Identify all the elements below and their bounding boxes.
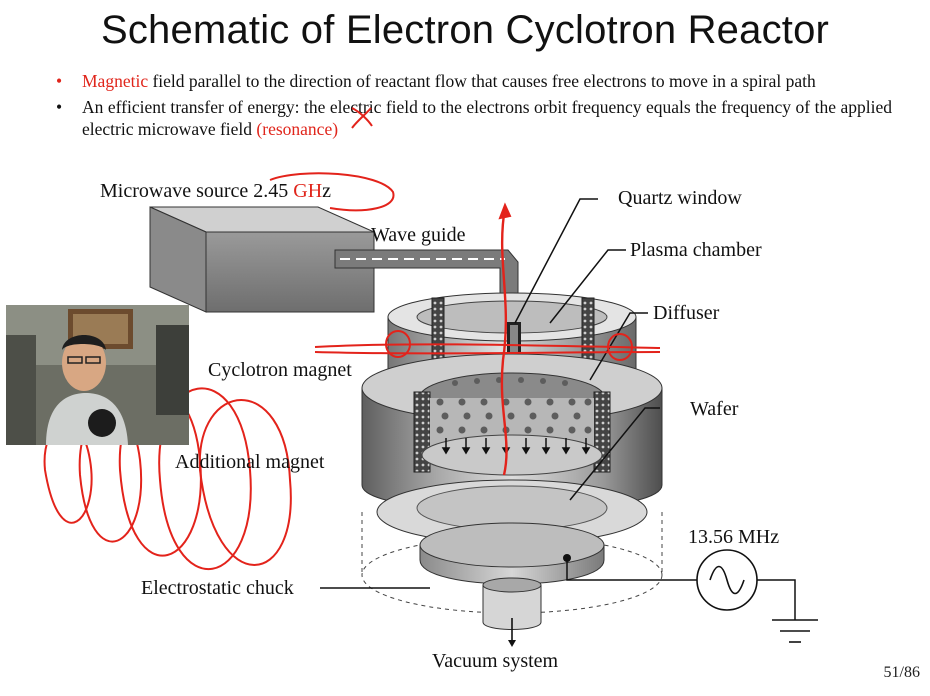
page-number: 51/86: [883, 664, 920, 681]
rf-frequency-label: 13.56 MHz: [688, 526, 780, 548]
vacuum-system-label: Vacuum system: [432, 650, 559, 672]
quartz-window-label: Quartz window: [618, 187, 742, 209]
additional-magnet-label: Additional magnet: [175, 451, 325, 473]
bullet-item-1: • Magnetic field parallel to the directi…: [50, 70, 892, 92]
microwave-source-label: Microwave source 2.45 GHz: [100, 180, 332, 202]
bullet-marker: •: [56, 71, 63, 91]
bullet-item-2: • An efficient transfer of energy: the e…: [50, 96, 892, 140]
electrostatic-chuck-label: Electrostatic chuck: [141, 577, 294, 599]
reactor-body: [361, 353, 663, 512]
bullet-2-text: An efficient transfer of energy: the ele…: [82, 97, 892, 139]
presenter-video-frame: [6, 305, 189, 445]
rf-source: [566, 549, 818, 643]
wafer-label: Wafer: [690, 398, 739, 420]
bullet-list: • Magnetic field parallel to the directi…: [50, 70, 892, 144]
wafer-and-chuck: [361, 479, 663, 647]
bullet-1-text: field parallel to the direction of react…: [152, 71, 816, 91]
bullet-marker: •: [56, 97, 63, 117]
plasma-chamber-label: Plasma chamber: [630, 239, 762, 261]
wave-guide-label: Wave guide: [371, 224, 466, 246]
diffuser-label: Diffuser: [653, 302, 720, 324]
presenter-webcam-inset: [6, 305, 189, 445]
microwave-source-box: [149, 206, 375, 313]
cyclotron-magnet-label: Cyclotron magnet: [208, 359, 352, 381]
red-annotations: [43, 107, 661, 571]
bullet-2-highlight: (resonance): [256, 119, 339, 139]
leader-lines: [320, 198, 660, 589]
slide-title: Schematic of Electron Cyclotron Reactor: [100, 8, 830, 52]
bullet-1-highlight: Magnetic: [82, 71, 149, 91]
